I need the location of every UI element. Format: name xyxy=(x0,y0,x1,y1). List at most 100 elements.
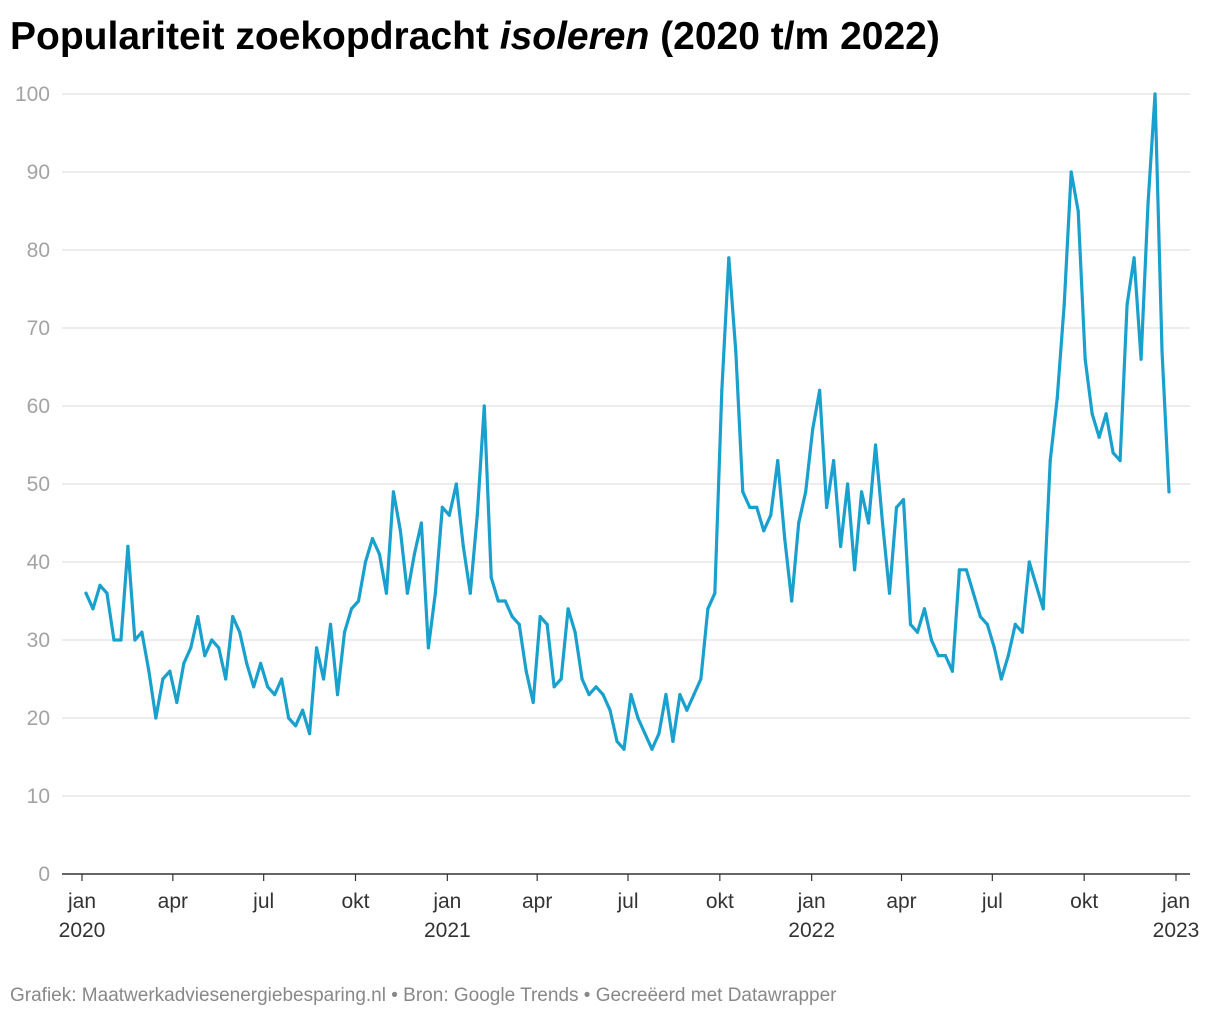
data-point xyxy=(405,591,410,595)
x-tick-label: apr xyxy=(522,890,552,913)
data-point xyxy=(203,654,207,658)
data-point xyxy=(168,669,172,673)
data-point xyxy=(936,654,941,658)
data-point xyxy=(461,544,465,549)
data-point xyxy=(1118,459,1122,463)
data-point xyxy=(259,661,263,666)
data-point xyxy=(629,693,633,697)
x-tick-label: apr xyxy=(886,890,916,913)
data-point xyxy=(964,568,968,572)
data-point xyxy=(580,677,584,681)
data-point xyxy=(622,747,626,751)
data-point xyxy=(1013,622,1017,627)
data-point xyxy=(356,599,361,603)
y-tick-label: 100 xyxy=(15,83,50,106)
data-point xyxy=(671,739,675,744)
data-point xyxy=(342,630,347,634)
data-point xyxy=(1062,303,1066,307)
data-point xyxy=(140,630,144,634)
data-point xyxy=(957,568,962,572)
x-tick-year-label: 2021 xyxy=(424,919,471,942)
data-point xyxy=(587,693,591,697)
data-point xyxy=(901,498,906,502)
data-point xyxy=(943,654,948,658)
data-point xyxy=(545,622,549,627)
data-point xyxy=(280,677,284,681)
data-point xyxy=(1111,451,1115,455)
data-point xyxy=(426,646,430,650)
data-point xyxy=(321,677,326,681)
x-tick-year-label: 2020 xyxy=(59,919,106,942)
data-point xyxy=(1146,201,1150,205)
data-point xyxy=(294,724,298,728)
data-point xyxy=(1006,654,1010,658)
data-point xyxy=(112,638,116,642)
data-point xyxy=(678,693,682,697)
data-point xyxy=(217,646,221,650)
x-tick-label: jan xyxy=(67,890,96,913)
chart-footer: Grafiek: Maatwerkadviesenergiebesparing.… xyxy=(10,985,837,1006)
title-keyword: isoleren xyxy=(499,15,650,58)
x-tick-labels: jan 2020 apr jul okt jan 2021 apr jul okt jan 2022 a… xyxy=(59,874,1200,942)
data-point xyxy=(224,677,228,681)
data-point xyxy=(517,622,521,627)
x-tick-label: okt xyxy=(1070,890,1098,913)
data-point xyxy=(1125,303,1129,307)
y-tick-label: 40 xyxy=(27,551,50,574)
data-point xyxy=(1132,256,1136,260)
y-tick-label: 20 xyxy=(27,707,50,730)
data-point xyxy=(866,521,871,525)
x-tick-label: jan xyxy=(432,890,461,913)
data-point xyxy=(734,349,738,353)
data-point xyxy=(433,591,437,595)
data-point xyxy=(531,700,535,705)
data-point xyxy=(929,638,934,642)
y-tick-labels: 0 10 20 30 40 50 60 70 80 90 100 xyxy=(15,83,50,886)
data-point xyxy=(915,630,920,634)
data-point xyxy=(1153,92,1157,96)
data-point xyxy=(601,693,605,697)
data-point xyxy=(363,560,368,564)
title-prefix: Populariteit zoekopdracht xyxy=(10,15,500,58)
data-point xyxy=(84,591,88,595)
series-line[interactable] xyxy=(84,92,1171,751)
data-point xyxy=(797,521,801,525)
data-point xyxy=(636,716,640,720)
data-point xyxy=(482,404,486,408)
data-point xyxy=(720,388,724,392)
data-point xyxy=(91,607,95,611)
data-point xyxy=(370,537,375,541)
data-point xyxy=(98,583,102,588)
y-tick-label: 70 xyxy=(27,317,50,340)
data-point xyxy=(559,677,563,681)
data-point xyxy=(175,700,179,705)
data-point xyxy=(538,615,542,619)
data-point xyxy=(1167,490,1171,494)
x-tick-year-label: 2023 xyxy=(1153,919,1200,942)
data-point xyxy=(391,490,396,494)
data-point xyxy=(252,685,256,689)
data-point xyxy=(657,732,661,736)
data-point xyxy=(182,661,186,666)
data-point xyxy=(755,505,759,509)
data-point xyxy=(762,529,766,533)
data-point xyxy=(287,716,291,720)
y-tick-label: 10 xyxy=(27,785,50,808)
data-point xyxy=(147,669,151,673)
x-tick-label: jul xyxy=(616,890,638,913)
data-point xyxy=(825,505,829,509)
data-point xyxy=(1034,583,1038,588)
data-point xyxy=(273,693,277,697)
data-point xyxy=(748,505,752,509)
data-point xyxy=(1055,396,1059,400)
data-point xyxy=(314,646,319,650)
data-point xyxy=(238,630,242,634)
data-point xyxy=(818,388,822,392)
data-point xyxy=(154,716,158,720)
data-point xyxy=(594,685,598,689)
gridlines xyxy=(62,93,1190,797)
data-point xyxy=(1139,357,1143,361)
x-tick-year-label: 2022 xyxy=(788,919,835,942)
data-point xyxy=(1083,357,1087,361)
